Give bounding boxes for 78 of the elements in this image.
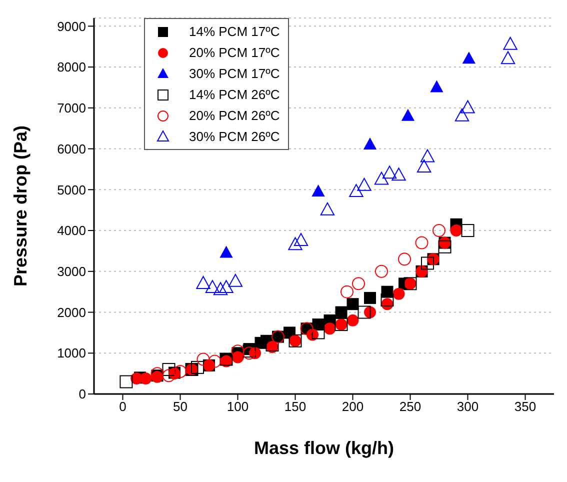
x-tick-label: 0 — [119, 399, 126, 414]
x-tick-label: 100 — [226, 399, 249, 414]
point — [358, 306, 371, 319]
point — [450, 224, 462, 237]
point — [420, 149, 435, 162]
point — [454, 108, 470, 122]
point — [392, 288, 405, 300]
point — [500, 51, 516, 64]
point — [374, 172, 389, 185]
point — [349, 184, 364, 197]
point — [421, 256, 434, 270]
point — [162, 369, 176, 382]
point — [346, 298, 359, 310]
point — [196, 276, 210, 289]
point — [415, 236, 428, 250]
point — [340, 285, 354, 298]
point — [312, 326, 325, 340]
legend-label: 20% PCM 26ºC — [189, 108, 280, 123]
point — [346, 314, 359, 326]
point — [294, 233, 308, 246]
legend-label: 30% PCM 17ºC — [189, 66, 280, 81]
point — [438, 240, 452, 254]
point — [416, 159, 432, 172]
point — [398, 252, 411, 266]
y-tick-label: 6000 — [57, 141, 86, 156]
point — [220, 246, 233, 258]
y-tick-label: 0 — [78, 386, 86, 402]
x-axis-title: Mass flow (kg/h) — [254, 438, 394, 458]
x-tick-label: 50 — [173, 399, 188, 414]
point — [364, 292, 376, 304]
point — [462, 52, 476, 64]
y-axis-title: Pressure drop (Pa) — [10, 125, 30, 287]
point — [357, 178, 372, 191]
x-tick-label: 350 — [514, 399, 536, 414]
point — [140, 372, 152, 384]
point — [392, 168, 406, 181]
point — [430, 80, 444, 92]
point — [363, 137, 377, 150]
point — [401, 108, 415, 121]
y-tick-label: 2000 — [57, 304, 86, 320]
y-tick-label: 1000 — [57, 346, 86, 361]
point — [288, 237, 302, 250]
legend-label: 30% PCM 26ºC — [189, 129, 280, 144]
legend-label: 14% PCM 26ºC — [189, 87, 280, 102]
point — [174, 365, 187, 378]
y-tick-label: 3000 — [57, 264, 86, 280]
point — [324, 322, 336, 335]
point — [205, 280, 220, 294]
point — [219, 280, 234, 294]
point — [335, 306, 348, 318]
x-tick-label: 150 — [284, 399, 306, 414]
point — [352, 277, 365, 290]
x-tick-label: 200 — [342, 399, 364, 414]
x-tick-label: 250 — [399, 399, 422, 414]
point — [432, 224, 446, 238]
point — [382, 166, 397, 179]
point — [503, 36, 518, 50]
y-tick-label: 9000 — [57, 18, 86, 34]
point — [460, 100, 475, 114]
y-tick-label: 8000 — [57, 60, 86, 75]
point — [213, 282, 228, 296]
point — [196, 352, 210, 366]
point — [461, 224, 474, 238]
y-tick-label: 5000 — [57, 182, 86, 198]
point — [312, 184, 325, 196]
legend-label: 20% PCM 17ºC — [189, 45, 280, 60]
x-tick-label: 300 — [456, 399, 479, 414]
point — [191, 360, 204, 374]
point — [162, 362, 176, 376]
point — [228, 274, 243, 287]
y-tick-label: 7000 — [57, 100, 86, 116]
point — [208, 354, 222, 368]
point — [380, 294, 394, 306]
point — [320, 202, 335, 216]
legend-label: 14% PCM 17ºC — [189, 24, 280, 39]
point — [120, 375, 133, 388]
y-tick-label: 4000 — [57, 223, 86, 238]
point — [375, 264, 388, 278]
